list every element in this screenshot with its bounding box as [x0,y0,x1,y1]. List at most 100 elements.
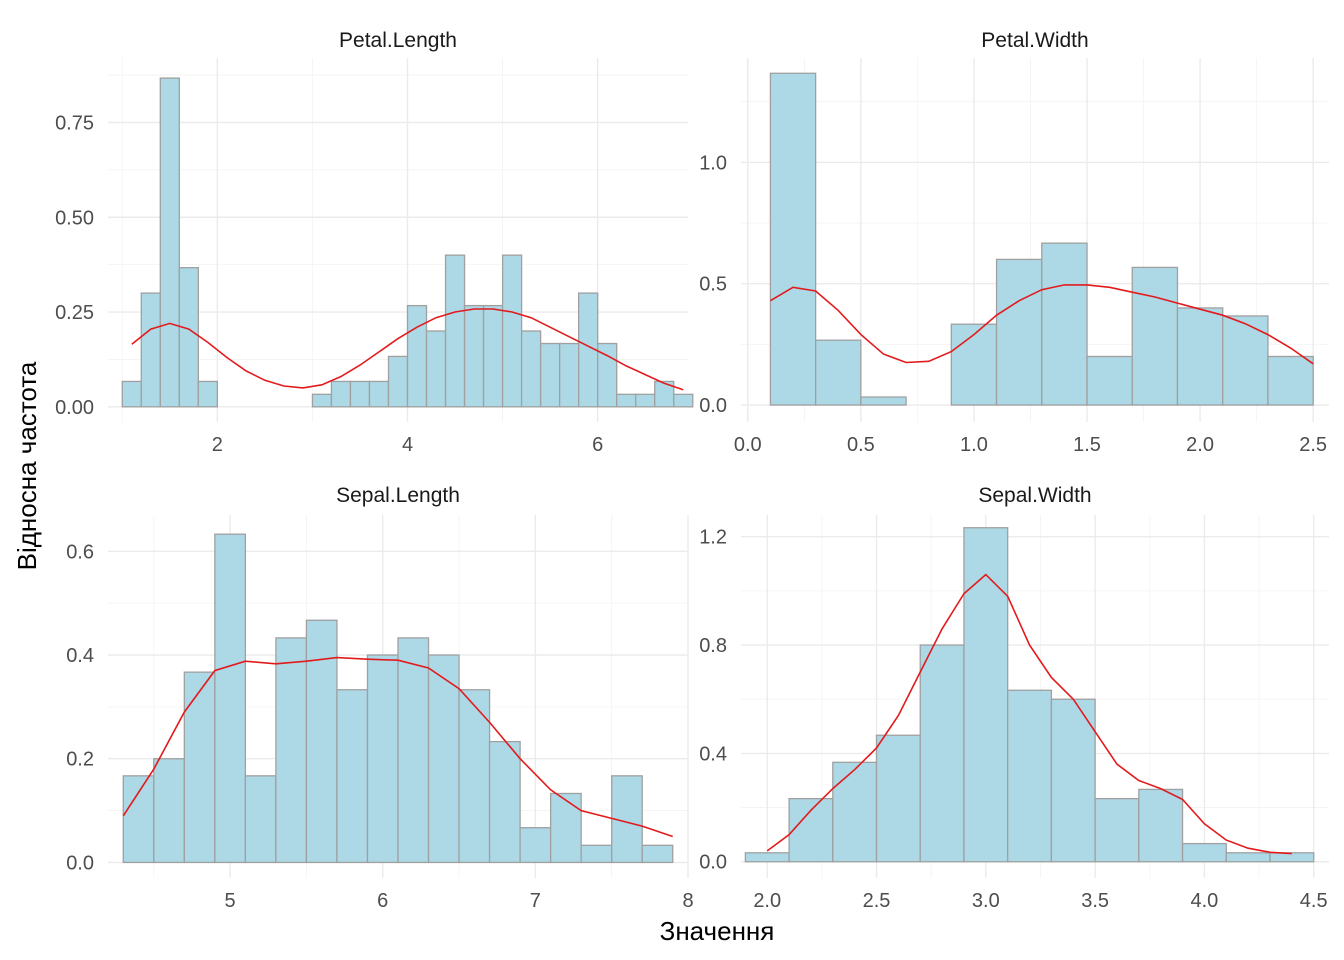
histogram-bar [520,330,542,408]
histogram-bar [311,393,333,408]
histogram-bar [580,844,613,864]
y-tick-label: 0.6 [66,541,94,563]
histogram-bar [1138,788,1184,863]
histogram-bar [122,775,155,864]
histogram-bar [336,689,369,864]
histogram-bar [875,734,921,863]
histogram-bar [814,339,862,406]
density-curve [122,656,673,838]
histogram-bar [769,72,817,406]
histogram-bar [539,342,561,408]
panel-title: Petal.Length [339,29,457,52]
histogram-bar [427,654,460,864]
x-tick-label: 0.0 [734,434,762,456]
histogram-bar [178,267,199,408]
x-tick-label: 4 [402,434,413,456]
histogram-bar [1176,307,1224,406]
y-tick-label: 0.00 [55,397,94,419]
histogram-bar [406,304,428,408]
x-tick-label: 2.0 [1186,434,1214,456]
histogram-bar [788,797,834,863]
histogram-bar [1267,355,1314,406]
histogram-bar [397,637,430,864]
histogram-bar [995,258,1043,406]
panel-petal-width: Petal.Width 0.0 0.5 1.0 1.5 2.0 2.5 0.0 0.5 1.0 [699,29,1329,456]
histogram-bar [214,533,247,864]
histogram-bar [159,77,180,408]
histogram-bar [482,304,504,408]
x-tick-label: 6 [592,434,603,456]
histogram-bar [1131,266,1179,406]
histogram-bar [368,380,390,408]
y-tick-label: 0.75 [55,112,94,134]
density-curve [766,573,1292,855]
panel-title: Sepal.Width [978,484,1091,507]
histogram-bar [305,619,338,864]
y-tick-label: 0.5 [699,274,727,296]
x-tick-label: 5 [225,890,236,912]
histogram-bar [330,380,352,408]
x-tick-label: 3.0 [972,890,1000,912]
histogram-bar [1041,242,1088,406]
x-tick-label: 3.5 [1081,890,1109,912]
histogram-bar [1269,852,1315,863]
histogram-bar [1086,355,1133,406]
x-tick-label: 2.0 [753,890,781,912]
x-tick-label: 1.5 [1073,434,1101,456]
panel-petal-length: Petal.Length 2 4 6 0.00 0.25 0.50 0.75 [55,29,694,456]
histogram-bar [744,852,790,863]
histogram-bar [616,393,637,408]
histogram-bar [860,396,907,406]
x-tick-label: 4.5 [1300,890,1328,912]
histogram-bar [140,292,161,408]
y-tick-label: 0.4 [66,645,94,667]
histogram-bar [244,775,277,864]
y-tick-label: 1.0 [699,152,727,174]
histogram-bar [275,637,308,864]
x-tick-label: 6 [377,890,388,912]
histogram-bar [153,758,185,864]
histogram-bar [458,689,491,864]
y-axis-title: Відносна частота [12,361,42,570]
histogram-bar [673,393,694,408]
histogram-bar [425,330,447,408]
x-tick-label: 4.0 [1190,890,1218,912]
y-tick-label: 0.2 [66,749,94,771]
histogram-bar [1181,842,1227,863]
x-tick-label: 1.0 [960,434,988,456]
panel-title: Petal.Width [981,29,1088,52]
histogram-bar [519,827,552,864]
y-tick-label: 0.0 [699,395,727,417]
x-tick-label: 8 [682,890,693,912]
histogram-bar [488,740,521,864]
histogram-bar [611,775,643,864]
histogram-bar [366,654,399,864]
histogram-bar [1225,852,1271,863]
facet-panels: Petal.Length 2 4 6 0.00 0.2 5 0.50 0.75 Petal.Wid… [55,29,1329,912]
x-tick-label: 7 [530,890,541,912]
y-tick-label: 0.8 [699,635,727,657]
histogram-bar [349,380,371,408]
x-tick-label: 2 [212,434,223,456]
density-curve [131,308,684,391]
x-axis-title: Значення [660,916,775,946]
x-tick-label: 0.5 [847,434,875,456]
panel-sepal-length: Sepal.Length 5 6 7 8 0.0 0.2 0.4 0.6 [66,484,693,912]
histogram-bar [1222,315,1269,406]
panel-sepal-width: Sepal.Width 2.0 2.5 3.0 3.5 4.0 4.5 0.0 0.4 0.8 1.… [699,484,1329,912]
panel-title: Sepal.Length [336,484,460,507]
histogram-bar [183,671,216,864]
y-tick-label: 0.50 [55,207,94,229]
x-tick-label: 2.5 [863,890,891,912]
histogram-bar [558,342,580,408]
histogram-bar [387,355,409,408]
histogram-bar [1094,797,1140,863]
histogram-bar [121,380,142,408]
histogram-bar [463,304,485,408]
histogram-bar [597,342,618,408]
histogram-bar [444,254,466,408]
histogram-bar [950,323,998,406]
histogram-bar [635,393,656,408]
histogram-bar [549,792,582,864]
